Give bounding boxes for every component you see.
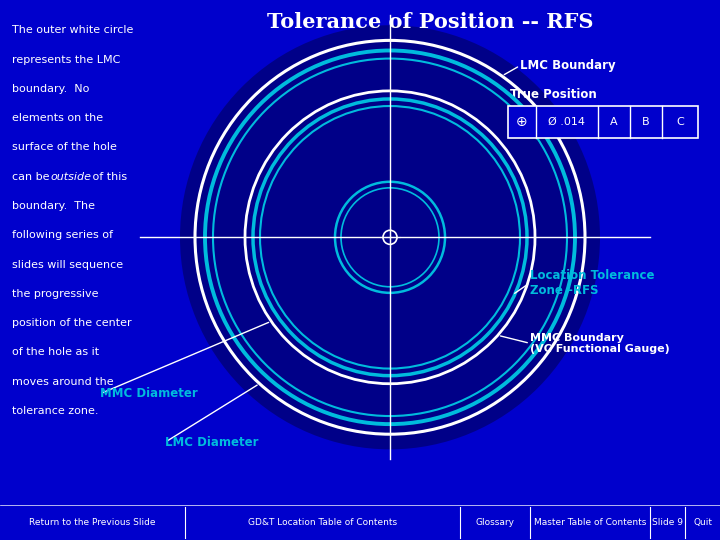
Text: The outer white circle: The outer white circle <box>12 25 133 35</box>
Text: the progressive: the progressive <box>12 289 99 299</box>
Text: elements on the: elements on the <box>12 113 103 123</box>
Text: of this: of this <box>89 172 127 181</box>
Text: C: C <box>676 117 684 127</box>
Text: Ø .014: Ø .014 <box>549 117 585 127</box>
Bar <box>508 106 698 138</box>
Text: boundary.  The: boundary. The <box>12 201 95 211</box>
Text: B: B <box>642 117 650 127</box>
Text: Glossary: Glossary <box>475 518 515 527</box>
Text: Return to the Previous Slide: Return to the Previous Slide <box>30 518 156 527</box>
Text: True Position: True Position <box>510 88 597 101</box>
Text: boundary.  No: boundary. No <box>12 84 89 94</box>
Text: A: A <box>610 117 618 127</box>
Ellipse shape <box>180 25 600 449</box>
Text: LMC Boundary: LMC Boundary <box>520 59 616 72</box>
Text: MMC Diameter: MMC Diameter <box>100 387 198 400</box>
Text: Slide 9: Slide 9 <box>652 518 683 527</box>
Text: represents the LMC: represents the LMC <box>12 55 120 64</box>
Text: position of the center: position of the center <box>12 318 132 328</box>
Text: tolerance zone.: tolerance zone. <box>12 406 99 416</box>
Text: Location Tolerance
Zone –RFS: Location Tolerance Zone –RFS <box>530 269 654 297</box>
Text: MMC Boundary
(VC Functional Gauge): MMC Boundary (VC Functional Gauge) <box>530 333 670 354</box>
Text: Quit: Quit <box>693 518 712 527</box>
Text: outside: outside <box>50 172 91 181</box>
Text: ⊕: ⊕ <box>516 115 528 129</box>
Text: Master Table of Contents: Master Table of Contents <box>534 518 646 527</box>
Text: LMC Diameter: LMC Diameter <box>165 436 258 449</box>
Text: GD&T Location Table of Contents: GD&T Location Table of Contents <box>248 518 397 527</box>
Text: following series of: following series of <box>12 230 113 240</box>
Text: of the hole as it: of the hole as it <box>12 347 99 357</box>
Text: slides will sequence: slides will sequence <box>12 260 123 269</box>
Text: Tolerance of Position -- RFS: Tolerance of Position -- RFS <box>266 12 593 32</box>
Text: surface of the hole: surface of the hole <box>12 143 117 152</box>
Text: can be: can be <box>12 172 53 181</box>
Text: moves around the: moves around the <box>12 377 114 387</box>
